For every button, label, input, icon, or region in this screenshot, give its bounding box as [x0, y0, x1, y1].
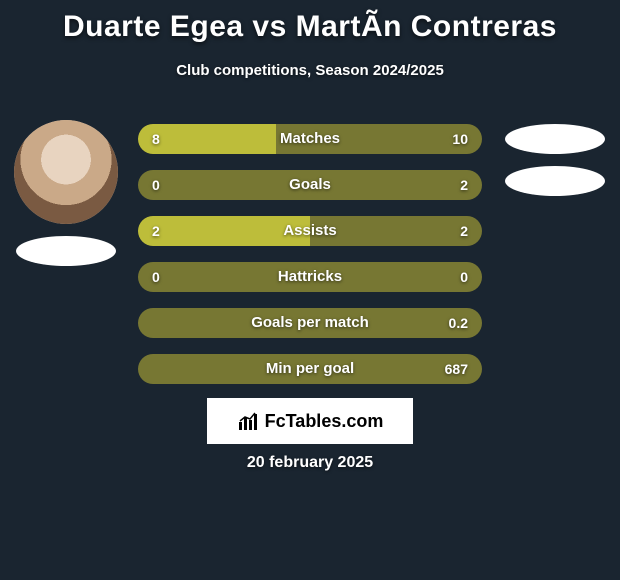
brand-box[interactable]: FcTables.com	[207, 398, 413, 444]
page-title: Duarte Egea vs MartÃn Contreras	[0, 0, 620, 44]
stat-row: 00Hattricks	[138, 262, 482, 292]
player-left-avatar	[14, 120, 118, 224]
brand-chart-icon	[237, 410, 259, 432]
stat-label: Assists	[138, 216, 482, 246]
stat-row: 22Assists	[138, 216, 482, 246]
avatar-photo-placeholder	[14, 120, 118, 224]
stats-panel: 810Matches 02Goals 22Assists 00Hattricks 0.2…	[138, 124, 482, 400]
stat-row: 810Matches	[138, 124, 482, 154]
subtitle: Club competitions, Season 2024/2025	[0, 62, 620, 79]
brand-text: FcTables.com	[265, 411, 384, 432]
date-text: 20 february 2025	[0, 454, 620, 472]
player-right-column	[497, 120, 612, 196]
stat-row: 0.2Goals per match	[138, 308, 482, 338]
player-left-flag	[16, 236, 116, 266]
stat-row: 02Goals	[138, 170, 482, 200]
player-right-flag-2	[505, 166, 605, 196]
stat-label: Goals	[138, 170, 482, 200]
comparison-card: Duarte Egea vs MartÃn Contreras Club com…	[0, 0, 620, 580]
stat-label: Min per goal	[138, 354, 482, 384]
player-right-flag-1	[505, 124, 605, 154]
stat-label: Matches	[138, 124, 482, 154]
stat-row: 687Min per goal	[138, 354, 482, 384]
player-left-column	[8, 120, 123, 266]
stat-label: Goals per match	[138, 308, 482, 338]
stat-label: Hattricks	[138, 262, 482, 292]
